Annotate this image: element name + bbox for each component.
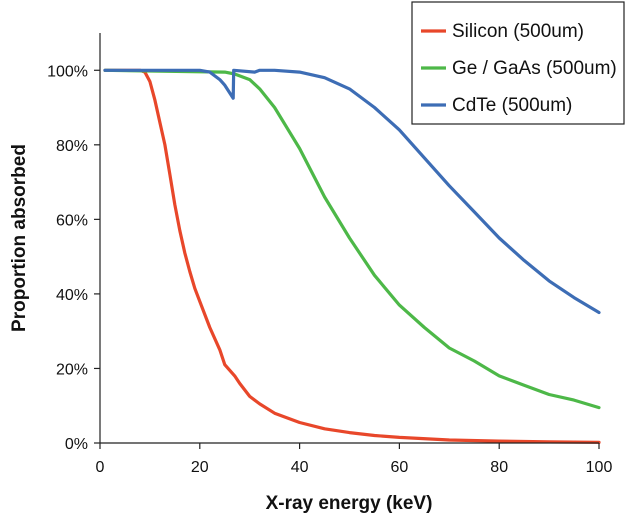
x-tick-label: 40 [291,459,309,476]
y-tick-label: 0% [65,436,88,453]
x-tick-label: 20 [191,459,209,476]
series-lines [103,68,601,444]
legend-box [411,1,625,125]
series-line-0 [103,68,601,444]
y-axis-title: Proportion absorbed [9,144,30,332]
y-tick-label: 60% [56,212,88,229]
y-tick-label: 80% [56,138,88,155]
y-ticks: 0% 20% 40% 60% 80% 100% [47,63,100,453]
series-line-2 [103,68,601,315]
x-tick-label: 60 [391,459,409,476]
legend: Silicon (500um) Ge / GaAs (500um) CdTe (50… [411,1,625,125]
y-tick-label: 40% [56,287,88,304]
x-tick-label: 80 [490,459,508,476]
legend-label-2: CdTe (500um) [452,95,572,116]
legend-label-0: Silicon (500um) [452,21,584,42]
x-ticks: 0 20 40 60 80 100 [96,443,613,476]
legend-label-1: Ge / GaAs (500um) [452,58,617,79]
x-axis-title: X-ray energy (keV) [266,493,433,514]
y-tick-label: 100% [47,63,88,80]
x-tick-label: 100 [586,459,613,476]
series-line-1 [103,68,601,410]
y-tick-label: 20% [56,361,88,378]
x-tick-label: 0 [96,459,105,476]
